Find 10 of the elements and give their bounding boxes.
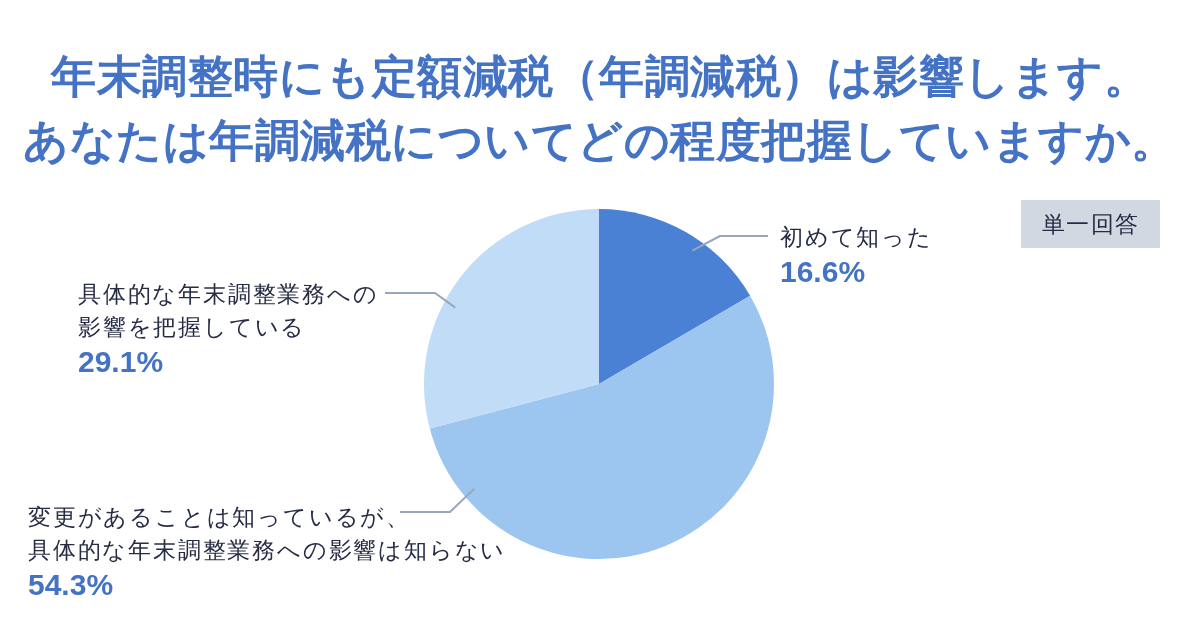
slice-label: 初めて知った: [780, 224, 933, 250]
text: 単一回答: [1041, 211, 1140, 237]
slice-label: 変更があることは知っているが、具体的な年末調整業務への影響は知らない: [28, 504, 507, 563]
pie-slice: [424, 209, 599, 429]
chart-title: 年末調整時にも定額減税（年調減税）は影響します。あなたは年調減税についてどの程度把握していますか。: [23, 49, 1177, 167]
slice-label: 具体的な年末調整業務への影響を把握している: [78, 281, 379, 340]
data-label: 29.1%: [78, 344, 164, 378]
data-label: 54.3%: [28, 567, 114, 601]
pie-slice: [599, 209, 751, 384]
data-label: 16.6%: [780, 254, 866, 288]
